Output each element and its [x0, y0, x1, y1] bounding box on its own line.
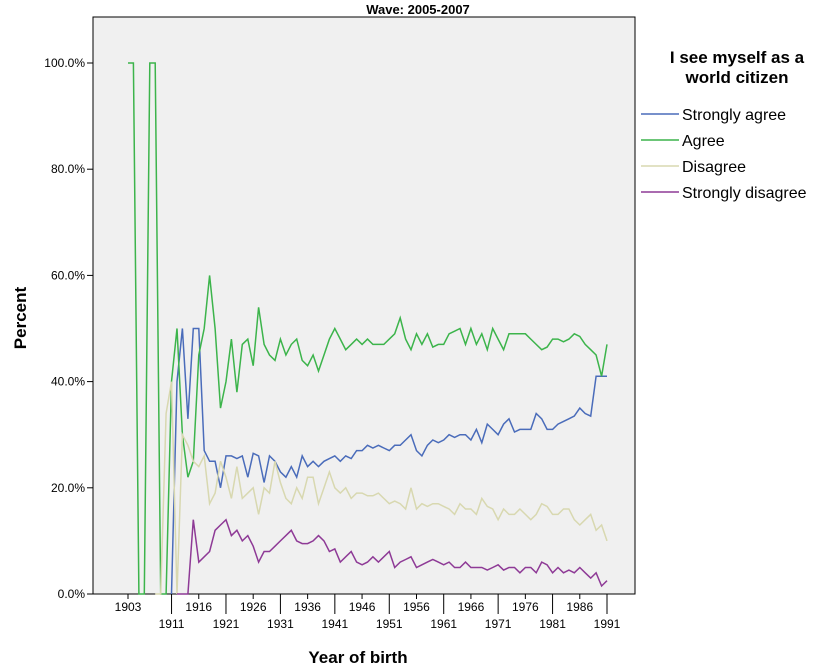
x-tick-label: 1931 — [267, 617, 294, 631]
series-line-strongly-disagree — [177, 518, 608, 595]
x-tick-label: 1903 — [115, 600, 142, 614]
series-line-agree — [128, 62, 608, 595]
x-tick-label: 1936 — [294, 600, 321, 614]
legend-label: Strongly disagree — [682, 185, 807, 202]
x-axis-label: Year of birth — [308, 648, 407, 667]
x-tick-label: 1986 — [566, 600, 593, 614]
x-tick-label: 1956 — [403, 600, 430, 614]
legend-label: Disagree — [682, 159, 746, 176]
plot-area — [92, 16, 636, 595]
y-tick-label: 60.0% — [51, 268, 85, 282]
x-tick-label: 1941 — [321, 617, 348, 631]
x-tick-label: 1976 — [512, 600, 539, 614]
y-axis: 0.0% 20.0% 40.0% 60.0% 80.0% 100.0% — [44, 56, 93, 601]
y-tick-label: 100.0% — [44, 56, 85, 70]
series-line-strongly-agree — [170, 327, 607, 595]
x-tick-label: 1921 — [213, 617, 240, 631]
x-tick-label: 1961 — [430, 617, 457, 631]
legend-title-line-2: world citizen — [685, 68, 789, 87]
y-tick-label: 80.0% — [51, 162, 85, 176]
x-tick-label: 1966 — [458, 600, 485, 614]
x-tick-label: 1951 — [376, 617, 403, 631]
y-tick-label: 40.0% — [51, 375, 85, 389]
x-tick-label: 1991 — [594, 617, 621, 631]
y-axis-label: Percent — [11, 286, 30, 349]
x-tick-label: 1916 — [185, 600, 212, 614]
chart-title: Wave: 2005-2007 — [366, 2, 470, 17]
legend-title-line-1: I see myself as a — [670, 48, 805, 67]
x-tick-label: 1971 — [485, 617, 512, 631]
series-lines — [128, 62, 608, 595]
legend: I see myself as a world citizen Strongly… — [641, 48, 807, 202]
y-tick-label: 20.0% — [51, 481, 85, 495]
legend-label: Strongly agree — [682, 107, 786, 124]
y-tick-label: 0.0% — [58, 587, 86, 601]
x-tick-label: 1946 — [349, 600, 376, 614]
x-tick-label: 1926 — [240, 600, 267, 614]
legend-label: Agree — [682, 133, 725, 150]
series-line-disagree — [155, 381, 608, 595]
x-tick-label: 1911 — [159, 617, 185, 631]
x-axis: 1903 1916 1926 1936 1946 1956 1966 1976 1986 1911… — [115, 594, 621, 631]
x-tick-label: 1981 — [539, 617, 566, 631]
legend-items: Strongly agree Agree Disagree Strongly disa… — [641, 107, 807, 202]
